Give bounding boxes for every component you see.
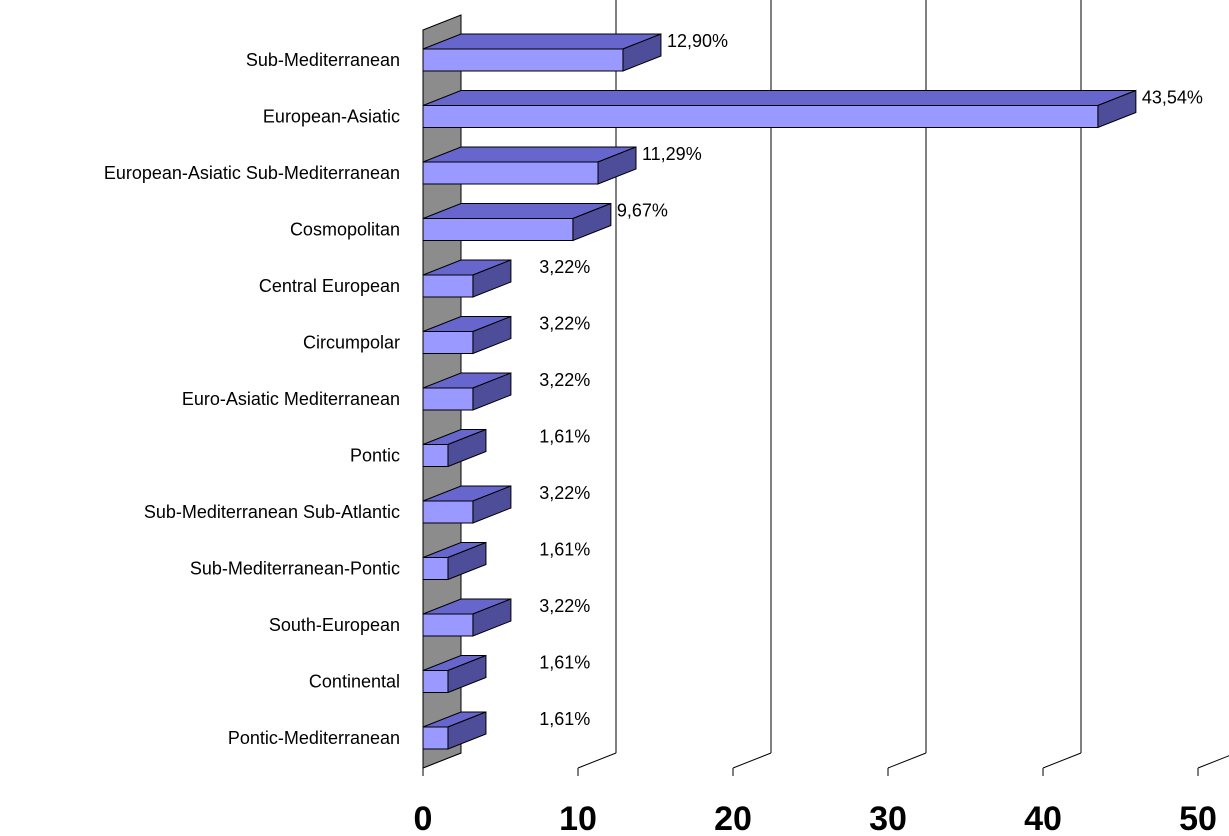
category-label-2: European-Asiatic Sub-Mediterranean xyxy=(104,163,400,183)
x-axis-ticks: 0 10 20 30 40 50 xyxy=(414,30,1217,836)
category-label-11: Continental xyxy=(309,672,400,692)
tick-label-10: 10 xyxy=(559,800,597,836)
bar-front-7 xyxy=(422,444,449,467)
category-label-3: Cosmopolitan xyxy=(290,220,400,240)
floor-edge-40 xyxy=(1042,752,1082,769)
category-label-1: European-Asiatic xyxy=(263,107,400,127)
data-label-9: 1,61% xyxy=(539,540,590,560)
floor-edge-10 xyxy=(577,752,617,769)
category-label-0: Sub-Mediterranean xyxy=(246,50,400,70)
bar-6 xyxy=(422,372,512,411)
bar-front-3 xyxy=(422,218,574,241)
bar-3 xyxy=(422,202,612,242)
bar-front-2 xyxy=(422,161,599,185)
bar-9 xyxy=(422,541,487,581)
tick-label-0: 0 xyxy=(414,800,433,836)
bar-5 xyxy=(422,315,512,355)
data-label-4: 3,22% xyxy=(539,257,590,277)
data-label-10: 3,22% xyxy=(539,596,590,616)
floor-edge-30 xyxy=(887,752,927,769)
bar-2 xyxy=(422,146,637,185)
data-label-3: 9,67% xyxy=(617,201,668,221)
data-label-0: 12,90% xyxy=(667,31,728,51)
data-label-1: 43,54% xyxy=(1142,88,1203,108)
category-label-12: Pontic-Mediterranean xyxy=(228,728,400,748)
bar-11 xyxy=(422,654,487,694)
data-label-12: 1,61% xyxy=(539,709,590,729)
category-label-4: Central European xyxy=(259,276,400,296)
floor-edge-20 xyxy=(732,752,772,769)
data-label-8: 3,22% xyxy=(539,483,590,503)
bar-front-0 xyxy=(422,48,624,72)
labels: Sub-Mediterranean 12,90% European-Asiatic 4… xyxy=(104,31,1203,748)
tick-label-40: 40 xyxy=(1024,800,1062,836)
category-label-10: South-European xyxy=(269,615,400,635)
category-label-8: Sub-Mediterranean Sub-Atlantic xyxy=(144,502,400,522)
bar-7 xyxy=(422,428,487,468)
bar-front-12 xyxy=(422,726,449,750)
bar-front-5 xyxy=(422,331,474,354)
bar-0 xyxy=(422,33,662,72)
tick-label-30: 30 xyxy=(869,800,907,836)
bar-front-9 xyxy=(422,557,449,580)
bar-front-10 xyxy=(422,613,474,637)
data-label-2: 11,29% xyxy=(642,144,702,164)
floor-edge-50 xyxy=(1197,755,1229,769)
data-label-11: 1,61% xyxy=(539,653,590,673)
bar-10 xyxy=(422,598,512,637)
data-label-5: 3,22% xyxy=(539,314,590,334)
category-label-6: Euro-Asiatic Mediterranean xyxy=(182,389,400,409)
bar-4 xyxy=(422,259,512,298)
bar-front-11 xyxy=(422,670,449,693)
tick-label-20: 20 xyxy=(714,800,752,836)
bar-top-0 xyxy=(422,33,662,50)
bar-front-6 xyxy=(422,387,474,411)
bar-8 xyxy=(422,485,512,524)
data-label-7: 1,61% xyxy=(539,427,590,447)
category-label-7: Pontic xyxy=(350,446,400,466)
bar-front-4 xyxy=(422,274,474,298)
tick-label-50: 50 xyxy=(1179,800,1217,836)
category-label-5: Circumpolar xyxy=(303,333,400,353)
bar-1 xyxy=(422,89,1137,129)
bar-top-1 xyxy=(422,90,1137,106)
bar-front-8 xyxy=(422,500,474,524)
bar-front-1 xyxy=(422,105,1099,128)
data-label-6: 3,22% xyxy=(539,370,590,390)
bars xyxy=(422,33,1137,750)
category-label-9: Sub-Mediterranean-Pontic xyxy=(190,559,400,579)
